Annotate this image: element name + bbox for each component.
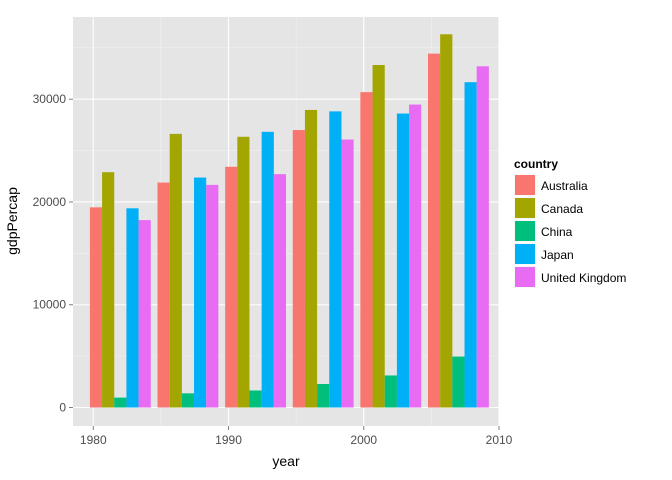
y-tick-label: 10000: [33, 298, 67, 312]
bar-canada-1992: [237, 136, 250, 408]
bar-united-kingdom-1997: [341, 139, 354, 408]
legend-label: China: [541, 225, 573, 239]
bar-japan-1997: [329, 111, 342, 408]
bar-china-1992: [249, 390, 262, 408]
bars: [89, 34, 489, 408]
legend-label: Australia: [541, 179, 588, 193]
bar-united-kingdom-1992: [273, 174, 286, 408]
bar-australia-1987: [157, 182, 170, 408]
legend-swatch: [515, 244, 535, 264]
bar-australia-1992: [225, 166, 238, 408]
bar-china-1997: [317, 383, 330, 408]
bar-canada-1987: [169, 133, 182, 408]
legend-title: country: [514, 157, 558, 171]
bar-united-kingdom-1982: [138, 220, 151, 408]
bar-canada-1982: [102, 172, 115, 408]
y-tick-label: 0: [59, 401, 66, 415]
bar-japan-1982: [126, 208, 139, 408]
bar-japan-1992: [261, 131, 274, 408]
bar-canada-2007: [440, 34, 453, 408]
legend-swatch: [515, 175, 535, 195]
x-axis-title: year: [272, 453, 300, 469]
y-axis-title: gdpPercap: [4, 187, 20, 255]
legend-swatch: [515, 267, 535, 287]
legend-label: Canada: [541, 202, 583, 216]
y-tick-label: 30000: [33, 92, 67, 106]
y-axis: 0 10000 20000 30000: [33, 92, 73, 415]
bar-china-1987: [181, 393, 195, 408]
x-tick-label: 2010: [486, 433, 513, 447]
x-tick-label: 2000: [350, 433, 377, 447]
bar-united-kingdom-2002: [409, 104, 422, 408]
x-tick-label: 1990: [215, 433, 242, 447]
x-tick-label: 1980: [80, 433, 107, 447]
bar-australia-2007: [428, 53, 441, 408]
bar-japan-2002: [396, 113, 410, 408]
bar-japan-1987: [194, 177, 207, 408]
y-tick-label: 20000: [33, 195, 67, 209]
bar-australia-1982: [89, 207, 103, 408]
bar-australia-1997: [292, 130, 305, 408]
bar-japan-2007: [464, 82, 477, 408]
x-axis: 1980 1990 2000 2010: [80, 426, 513, 447]
bar-united-kingdom-1987: [206, 184, 219, 408]
bar-canada-2002: [372, 65, 385, 408]
legend-label: United Kingdom: [541, 271, 626, 285]
bar-australia-2002: [360, 92, 373, 408]
bar-china-1982: [114, 397, 127, 408]
bar-china-2007: [452, 356, 465, 408]
legend-swatch: [515, 198, 535, 218]
legend: country Australia Canada China Japan United …: [513, 157, 626, 289]
legend-swatch: [515, 221, 535, 241]
bar-united-kingdom-2007: [476, 66, 489, 408]
bar-canada-1997: [304, 109, 318, 408]
legend-label: Japan: [541, 248, 574, 262]
bar-china-2002: [384, 375, 397, 408]
